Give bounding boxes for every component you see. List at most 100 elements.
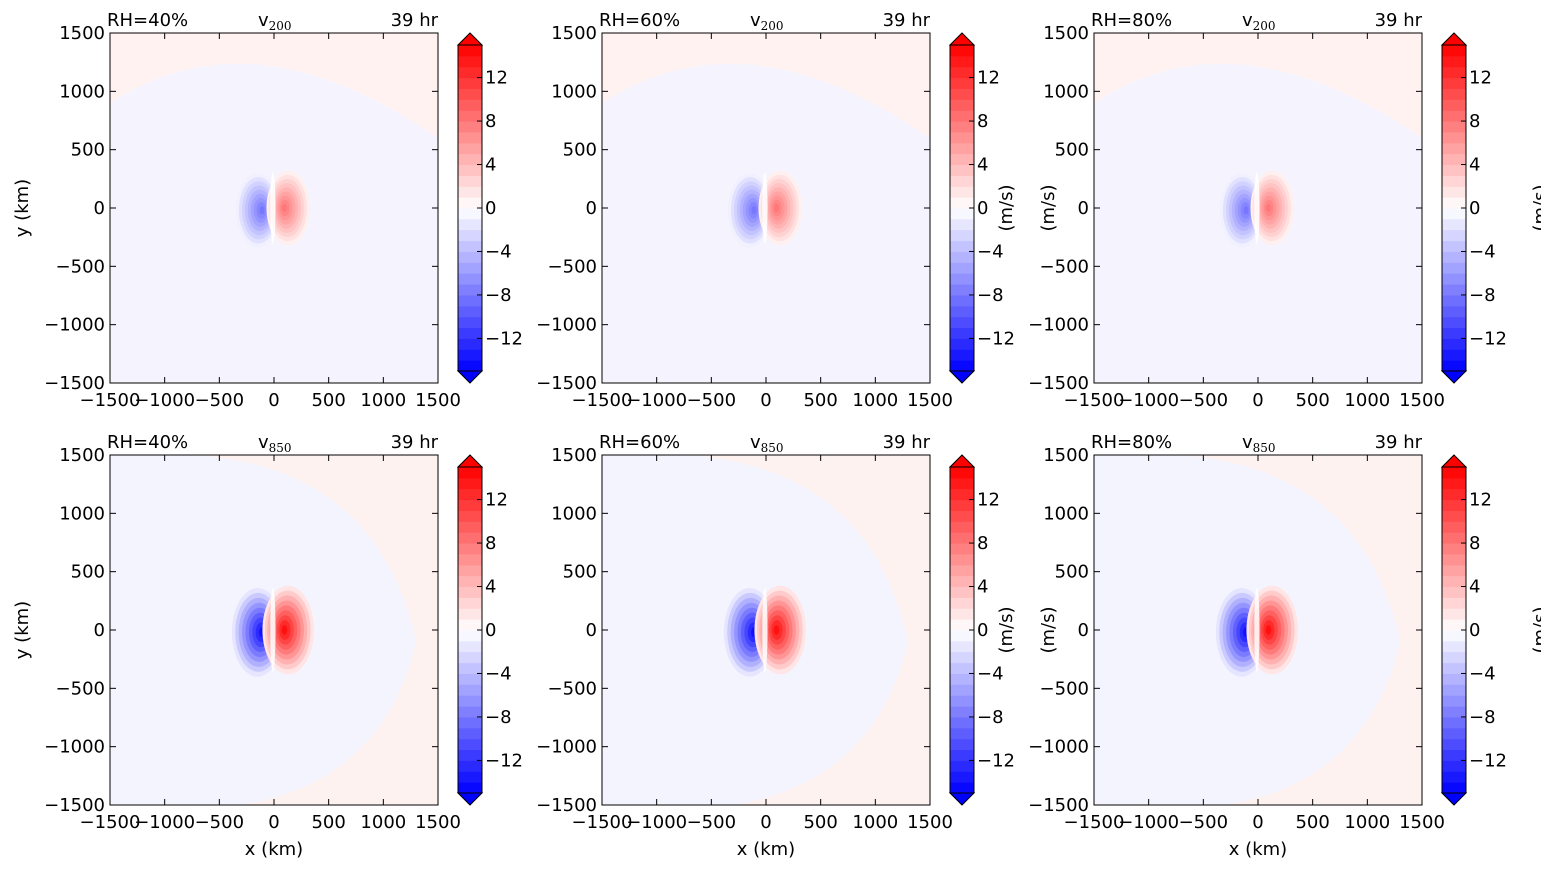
colorbar-segment xyxy=(1442,630,1466,642)
colorbar-segment xyxy=(458,175,482,187)
y-tick-label: 1000 xyxy=(551,81,597,102)
colorbar-segment xyxy=(1442,684,1466,696)
panel-2: −1500−1000 −500 0 500 1000 1500−1500−1000−500… xyxy=(536,10,1059,411)
x-tick-label: −1500 xyxy=(80,390,141,411)
y-tick-label: 1500 xyxy=(551,23,597,44)
variable-level: 850 xyxy=(1253,441,1276,455)
contour-positive-9 xyxy=(282,203,287,213)
y-tick-label: −500 xyxy=(548,256,597,277)
x-tick-label: 500 xyxy=(803,812,837,833)
panel-time-label: 39 hr xyxy=(1375,10,1423,31)
colorbar-min-arrow xyxy=(1440,792,1468,806)
x-tick-label: 0 xyxy=(1252,812,1263,833)
y-tick-label: −1000 xyxy=(536,737,597,758)
colorbar-segment xyxy=(950,131,974,144)
colorbar-segment xyxy=(458,477,482,490)
x-tick-label: 1500 xyxy=(907,812,953,833)
x-tick-label: −1000 xyxy=(134,390,195,411)
x-tick-label: −500 xyxy=(1179,390,1228,411)
colorbar-segment xyxy=(950,738,974,751)
colorbar-segment xyxy=(458,273,482,285)
x-tick-label: 0 xyxy=(268,390,279,411)
colorbar-segment xyxy=(1442,55,1466,68)
colorbar-segment xyxy=(1442,477,1466,490)
colorbar-segment xyxy=(950,240,974,252)
colorbar-segment xyxy=(458,673,482,685)
x-tick-label: −1500 xyxy=(572,812,633,833)
colorbar-segment xyxy=(458,66,482,79)
x-tick-label: 500 xyxy=(1295,390,1329,411)
x-tick-label: 1500 xyxy=(907,390,953,411)
colorbar-tick-label: 4 xyxy=(1469,577,1480,598)
colorbar-tick-label: −12 xyxy=(977,328,1015,349)
colorbar-segment xyxy=(950,477,974,490)
contour-negative-9 xyxy=(259,206,265,215)
field xyxy=(110,33,438,383)
colorbar-tick-label: −8 xyxy=(1469,285,1496,306)
field xyxy=(1094,33,1422,383)
colorbar-min-arrow xyxy=(1440,370,1468,384)
colorbar-segment xyxy=(950,651,974,664)
colorbar-segment xyxy=(950,662,974,674)
colorbar-tick-label: −12 xyxy=(977,750,1015,771)
colorbar-segment xyxy=(1442,640,1466,653)
colorbar-segment xyxy=(950,608,974,620)
x-tick-label: −500 xyxy=(195,390,244,411)
colorbar-max-arrow xyxy=(1440,454,1468,468)
colorbar-segment xyxy=(1442,738,1466,751)
colorbar-max-arrow xyxy=(456,32,484,46)
colorbar-segment xyxy=(458,110,482,122)
colorbar-tick-label: 0 xyxy=(977,620,988,641)
y-tick-label: −500 xyxy=(1040,256,1089,277)
colorbar-segment xyxy=(950,619,974,631)
variable-level: 200 xyxy=(269,19,292,33)
colorbar-tick-label: 8 xyxy=(977,533,988,554)
panel-variable-label: v200 xyxy=(258,10,292,33)
variable-symbol: v xyxy=(750,10,761,31)
colorbar-min-arrow xyxy=(456,370,484,384)
x-tick-label: −1000 xyxy=(1118,390,1179,411)
y-tick-label: 500 xyxy=(71,140,105,161)
colorbar-segment xyxy=(458,251,482,263)
field-band xyxy=(1126,455,1422,805)
colorbar: −12 −8 −4 0 4 8 12 (m/s) xyxy=(948,454,1059,806)
contour-positive-9 xyxy=(773,625,780,635)
colorbar-segment xyxy=(458,564,482,577)
panel-1: −1500−1000 −500 0 500 1000 1500−1500−1000−500… xyxy=(12,10,523,411)
colorbar-segment xyxy=(458,727,482,740)
colorbar-min-arrow xyxy=(948,792,976,806)
x-tick-label: 500 xyxy=(1295,812,1329,833)
colorbar-segment xyxy=(458,619,482,631)
panel-variable-label: v850 xyxy=(258,432,292,455)
colorbar-tick-label: 12 xyxy=(977,490,1000,511)
y-tick-label: 0 xyxy=(94,198,105,219)
x-tick-label: 1000 xyxy=(360,390,406,411)
colorbar-segment xyxy=(1442,131,1466,144)
panel-time-label: 39 hr xyxy=(883,10,931,31)
colorbar-segment xyxy=(458,99,482,111)
y-tick-label: −1000 xyxy=(44,737,105,758)
colorbar-segment xyxy=(458,749,482,761)
panel-rh-label: RH=80% xyxy=(1091,432,1172,453)
colorbar-tick-label: 8 xyxy=(1469,111,1480,132)
y-tick-label: 1000 xyxy=(59,503,105,524)
colorbar-segment xyxy=(950,273,974,285)
panel-4: −1500−1000 −500 0 500 1000 1500−1500−1000−500… xyxy=(12,432,523,860)
colorbar-label: (m/s) xyxy=(1530,606,1541,653)
colorbar-tick-label: 0 xyxy=(485,198,496,219)
colorbar-segment xyxy=(458,532,482,544)
colorbar-segment xyxy=(1442,651,1466,664)
x-tick-label: 1000 xyxy=(852,390,898,411)
panel-rh-label: RH=40% xyxy=(107,10,188,31)
colorbar-segment xyxy=(1442,760,1466,772)
colorbar-segment xyxy=(950,771,974,783)
contour-zero xyxy=(762,587,768,673)
colorbar-segment xyxy=(1442,771,1466,783)
colorbar-segment xyxy=(458,338,482,350)
colorbar-segment xyxy=(458,684,482,696)
colorbar-segment xyxy=(458,305,482,318)
colorbar-segment xyxy=(950,186,974,198)
x-tick-label: 500 xyxy=(311,812,345,833)
contour-zero xyxy=(762,172,768,244)
colorbar-tick-label: 12 xyxy=(1469,68,1492,89)
